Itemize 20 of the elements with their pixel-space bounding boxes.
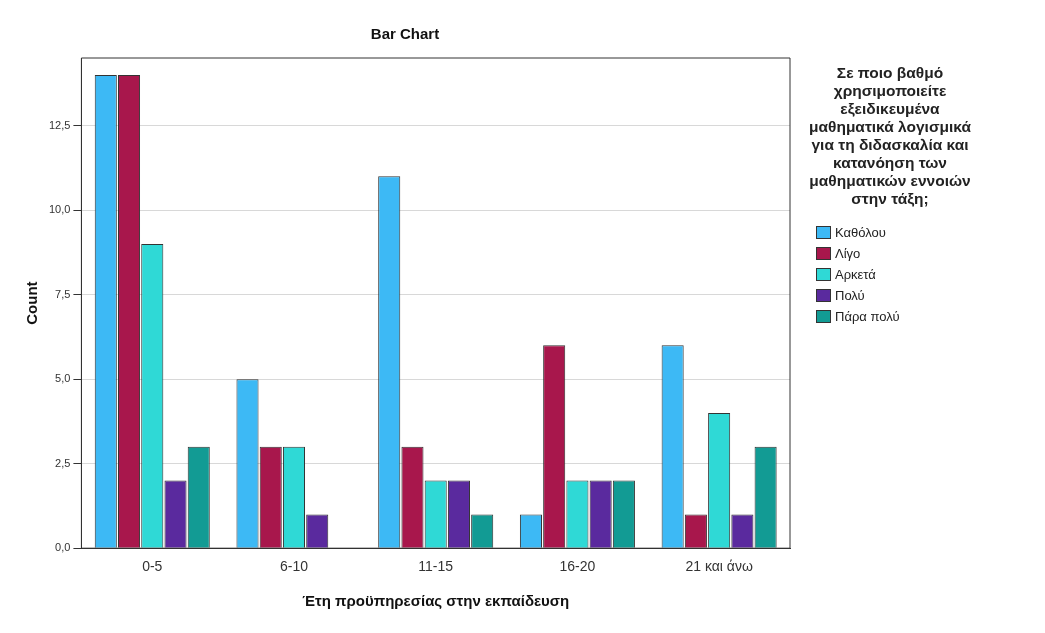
y-tick-label: 10,0 bbox=[48, 203, 71, 216]
legend-label: Πάρα πολύ bbox=[835, 309, 900, 324]
y-axis-title: Count bbox=[23, 281, 41, 325]
x-tick-label: 16-20 bbox=[559, 558, 596, 575]
y-tick-label: 7,5 bbox=[55, 287, 71, 300]
legend-label: Λίγο bbox=[835, 246, 861, 261]
legend-label: Αρκετά bbox=[835, 267, 876, 282]
x-axis-title: Έτη προϋπηρεσίας στην εκπαίδευση bbox=[302, 592, 570, 610]
y-tick-label: 2,5 bbox=[55, 456, 71, 469]
legend-title: Σε ποιο βαθμό χρησιμοποιείτε εξειδικευμένα μαθηματικά λογισμικά για τη διδασκαλία και κατανόηση των μαθηματικών εννοιών στην τάξη; bbox=[808, 64, 972, 208]
y-tick-label: 5,0 bbox=[55, 372, 71, 385]
y-tick-label: 0,0 bbox=[55, 541, 71, 554]
x-tick-label: 0-5 bbox=[142, 558, 163, 575]
y-tick-label: 12,5 bbox=[48, 118, 71, 131]
x-tick-label: 11-15 bbox=[418, 558, 454, 575]
legend-label: Πολύ bbox=[835, 288, 865, 303]
legend-label: Καθόλου bbox=[835, 225, 886, 240]
chart-title: Bar Chart bbox=[370, 25, 440, 43]
x-tick-label: 21 και άνω bbox=[685, 558, 753, 575]
x-tick-label: 6-10 bbox=[279, 558, 309, 575]
